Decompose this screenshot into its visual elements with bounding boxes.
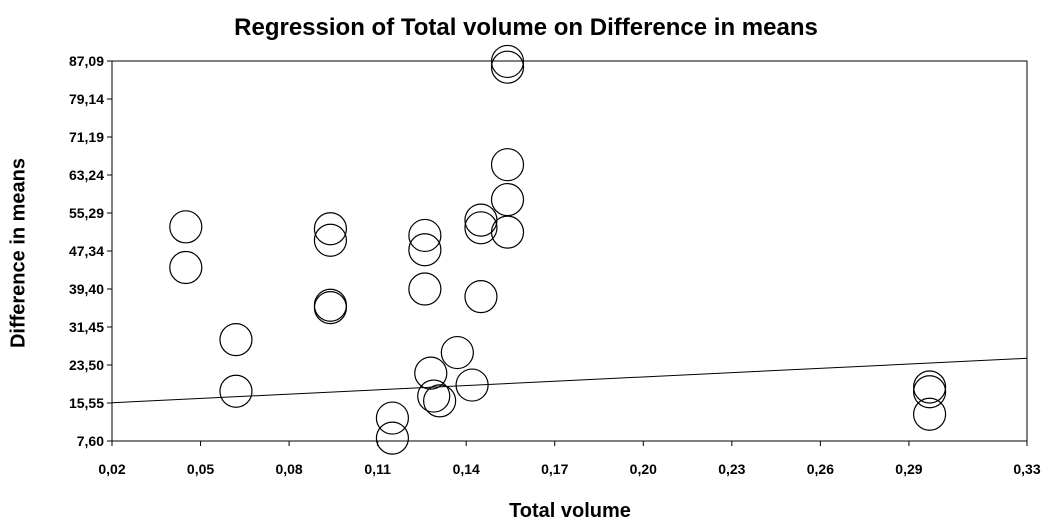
x-tick-label: 0,14 (453, 461, 480, 477)
data-point-1 (169, 210, 203, 244)
data-point-3 (219, 323, 253, 357)
data-point-5 (313, 212, 348, 246)
x-tick-label: 0,05 (187, 461, 214, 477)
data-point-28 (912, 375, 947, 409)
y-tick-label: 39,40 (69, 281, 104, 297)
x-tick-label: 0,11 (364, 461, 391, 477)
y-axis-label: Difference in means (7, 157, 30, 349)
data-point-21 (464, 280, 498, 314)
data-point-16 (423, 384, 457, 418)
data-point-15 (417, 379, 451, 413)
data-point-12 (408, 233, 442, 267)
data-point-18 (455, 368, 489, 402)
data-point-19 (464, 203, 498, 237)
y-tick-label: 23,50 (69, 357, 104, 373)
data-point-8 (313, 291, 348, 325)
regression-line (111, 357, 1028, 404)
y-tick-label: 63,24 (69, 167, 104, 183)
x-tick-label: 0,23 (718, 461, 745, 477)
data-point-2 (169, 250, 203, 285)
data-point-26 (490, 215, 525, 249)
x-tick-label: 0,02 (98, 461, 125, 477)
y-tick-label: 87,09 (69, 53, 104, 69)
y-tick-label: 55,29 (69, 205, 104, 221)
x-tick-label: 0,26 (807, 461, 834, 477)
data-point-10 (375, 421, 410, 455)
data-point-22 (490, 44, 525, 79)
data-point-6 (313, 223, 348, 257)
data-point-25 (490, 182, 525, 217)
x-tick-label: 0,20 (630, 461, 657, 477)
data-point-17 (440, 335, 474, 370)
x-tick-label: 0,33 (1013, 461, 1040, 477)
data-point-9 (375, 401, 410, 435)
data-point-20 (464, 211, 498, 245)
data-point-14 (414, 356, 448, 390)
points-layer (169, 44, 947, 455)
y-axis: 7,60 15,55 23,50 31,45 39,40 47,34 55,29 63,24 7… (69, 53, 112, 449)
data-point-29 (912, 397, 947, 431)
data-point-13 (408, 272, 442, 306)
x-tick-label: 0,29 (895, 461, 922, 477)
data-point-23 (490, 50, 525, 84)
x-axis-label: Total volume (509, 500, 631, 522)
x-tick-label: 0,08 (275, 461, 302, 477)
data-point-27 (912, 370, 947, 404)
data-point-7 (313, 288, 348, 322)
data-point-11 (408, 218, 442, 253)
data-point-24 (490, 148, 525, 182)
data-point-4 (219, 374, 253, 408)
plot-area (111, 60, 1028, 442)
y-tick-label: 79,14 (69, 91, 104, 107)
chart-title: Regression of Total volume on Difference… (234, 14, 818, 41)
x-tick-label: 0,17 (541, 461, 568, 477)
x-axis: 0,02 0,05 0,08 0,11 0,14 0,17 0,20 0,23 0,26 0,29… (98, 441, 1041, 477)
y-tick-label: 31,45 (69, 319, 104, 335)
y-tick-label: 47,34 (69, 243, 104, 259)
y-tick-label: 71,19 (69, 129, 104, 145)
y-tick-label: 7,60 (77, 433, 104, 449)
y-tick-label: 15,55 (69, 395, 104, 411)
